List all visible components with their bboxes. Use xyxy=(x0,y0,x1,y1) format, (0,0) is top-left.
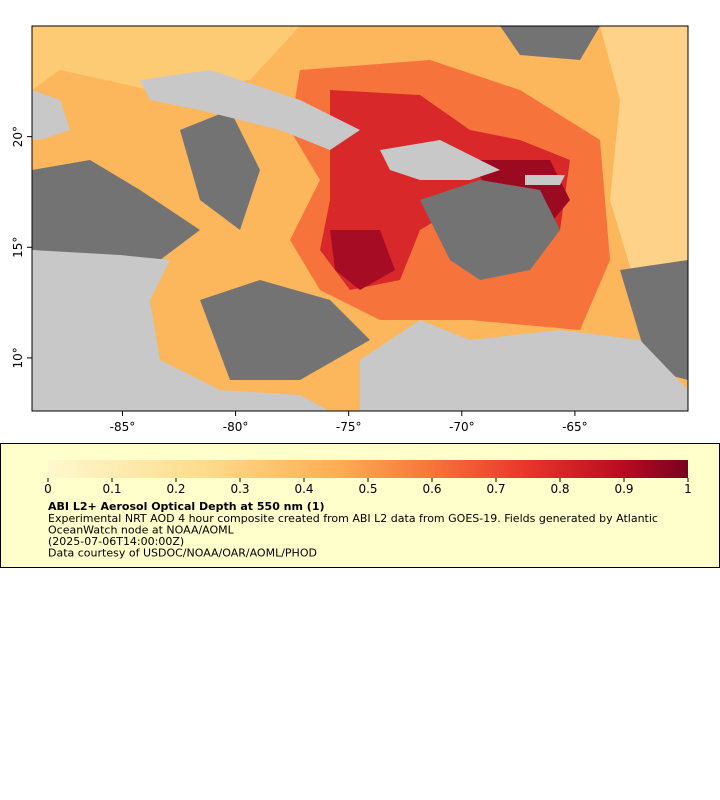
y-tick-label: 20° xyxy=(11,126,25,147)
x-tick-label: -70° xyxy=(449,420,475,434)
x-tick-label: -85° xyxy=(110,420,136,434)
y-tick-label: 15° xyxy=(11,237,25,258)
y-tick-label: 10° xyxy=(11,347,25,368)
legend-line: OceanWatch node at NOAA/AOML xyxy=(48,524,235,537)
legend-line: Data courtesy of USDOC/NOAA/OAR/AOML/PHO… xyxy=(48,547,317,560)
legend-line: (2025-07-06T14:00:00Z) xyxy=(48,535,184,548)
legend-lines: Experimental NRT AOD 4 hour composite cr… xyxy=(48,512,658,560)
x-tick-label: -65° xyxy=(562,420,588,434)
map-image xyxy=(32,26,688,411)
colorbar-tick-label: 1 xyxy=(684,482,692,496)
x-tick-label: -80° xyxy=(223,420,249,434)
map-axes: -85° -80° -75° -70° -65° 10° 15° 20° xyxy=(11,126,588,434)
colorbar-tick-label: 0.6 xyxy=(422,482,441,496)
colorbar xyxy=(48,460,688,478)
colorbar-tick-label: 0.9 xyxy=(614,482,633,496)
colorbar-tick-label: 0.5 xyxy=(358,482,377,496)
colorbar-tick-label: 0.2 xyxy=(166,482,185,496)
colorbar-tick-label: 0.4 xyxy=(294,482,313,496)
colorbar-tick-label: 0.7 xyxy=(486,482,505,496)
colorbar-axis: 0 0.1 0.2 0.3 0.4 0.5 0.6 0.7 0.8 0.9 1 xyxy=(44,478,692,496)
x-tick-label: -75° xyxy=(336,420,362,434)
map-frame xyxy=(31,25,689,412)
colorbar-tick-label: 0.3 xyxy=(230,482,249,496)
legend-title: ABI L2+ Aerosol Optical Depth at 550 nm … xyxy=(48,500,325,513)
legend-line: Experimental NRT AOD 4 hour composite cr… xyxy=(48,512,658,525)
colorbar-tick-label: 0 xyxy=(44,482,52,496)
colorbar-tick-label: 0.8 xyxy=(550,482,569,496)
colorbar-tick-label: 0.1 xyxy=(102,482,121,496)
